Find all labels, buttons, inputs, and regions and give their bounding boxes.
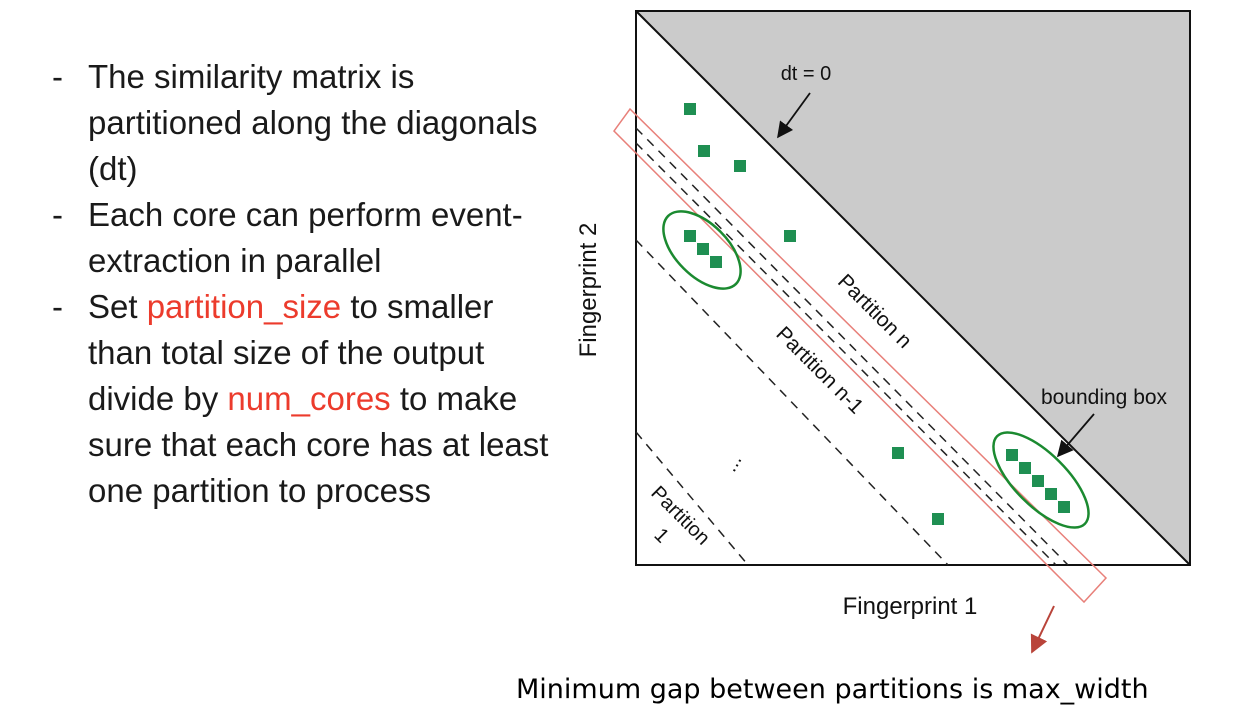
data-point [932,513,944,525]
partition-boundary-dashed [635,142,1057,566]
data-point [784,230,796,242]
bounding-box-label: bounding box [1041,386,1168,409]
bullet-text: Each core can perform event-extraction i… [88,196,523,279]
matrix-frame [635,10,1191,566]
bounding-box-arrow [1056,413,1095,458]
num-cores-term: num_cores [227,380,391,417]
ellipsis-label: ... [719,450,746,475]
footer-note: Minimum gap between partitions is max_wi… [516,674,1149,705]
gap-note-arrow [1030,605,1055,654]
bullet-text: to make sure that each core has at least… [88,380,549,509]
bounding-box-ellipse [992,431,1090,529]
partition-boundary-dashed [635,431,749,566]
partition-size-term: partition_size [146,288,342,325]
bullet-item: - Each core can perform event-extraction… [52,192,552,284]
event-ellipse [662,210,742,290]
partition-1-number: 1 [650,524,673,547]
partition-highlight-box [613,107,1108,604]
bullet-dash: - [52,58,63,95]
partition-boundary-dashed [635,127,1069,566]
data-point [1032,475,1044,487]
data-point [698,145,710,157]
bullet-dash: - [52,196,63,233]
dt-arrow [777,92,811,139]
bullet-list: - The similarity matrix is partitioned a… [52,54,552,514]
bullet-text: The similarity matrix is partitioned alo… [88,58,538,187]
partition-n-label: Partition n [833,270,916,353]
data-point [892,447,904,459]
data-point [1045,488,1057,500]
x-axis-label: Fingerprint 1 [843,593,978,620]
data-point [710,256,722,268]
bullet-dash: - [52,288,63,325]
bullet-item: - The similarity matrix is partitioned a… [52,54,552,192]
y-axis-label: Fingerprint 2 [575,223,602,358]
data-point [1006,449,1018,461]
data-point [1019,462,1031,474]
data-point [684,230,696,242]
dt-label: dt = 0 [781,63,832,85]
data-point [684,103,696,115]
bullet-text: Set [88,288,147,325]
partition-boundary-dashed [635,239,949,566]
bullet-item: - Set partition_size to smaller than tot… [52,284,552,514]
data-points [684,103,1070,525]
data-point [697,243,709,255]
data-point [1058,501,1070,513]
main-diagonal [635,10,1191,566]
bullet-text: to smaller than total size of the output… [88,288,494,417]
data-point [734,160,746,172]
